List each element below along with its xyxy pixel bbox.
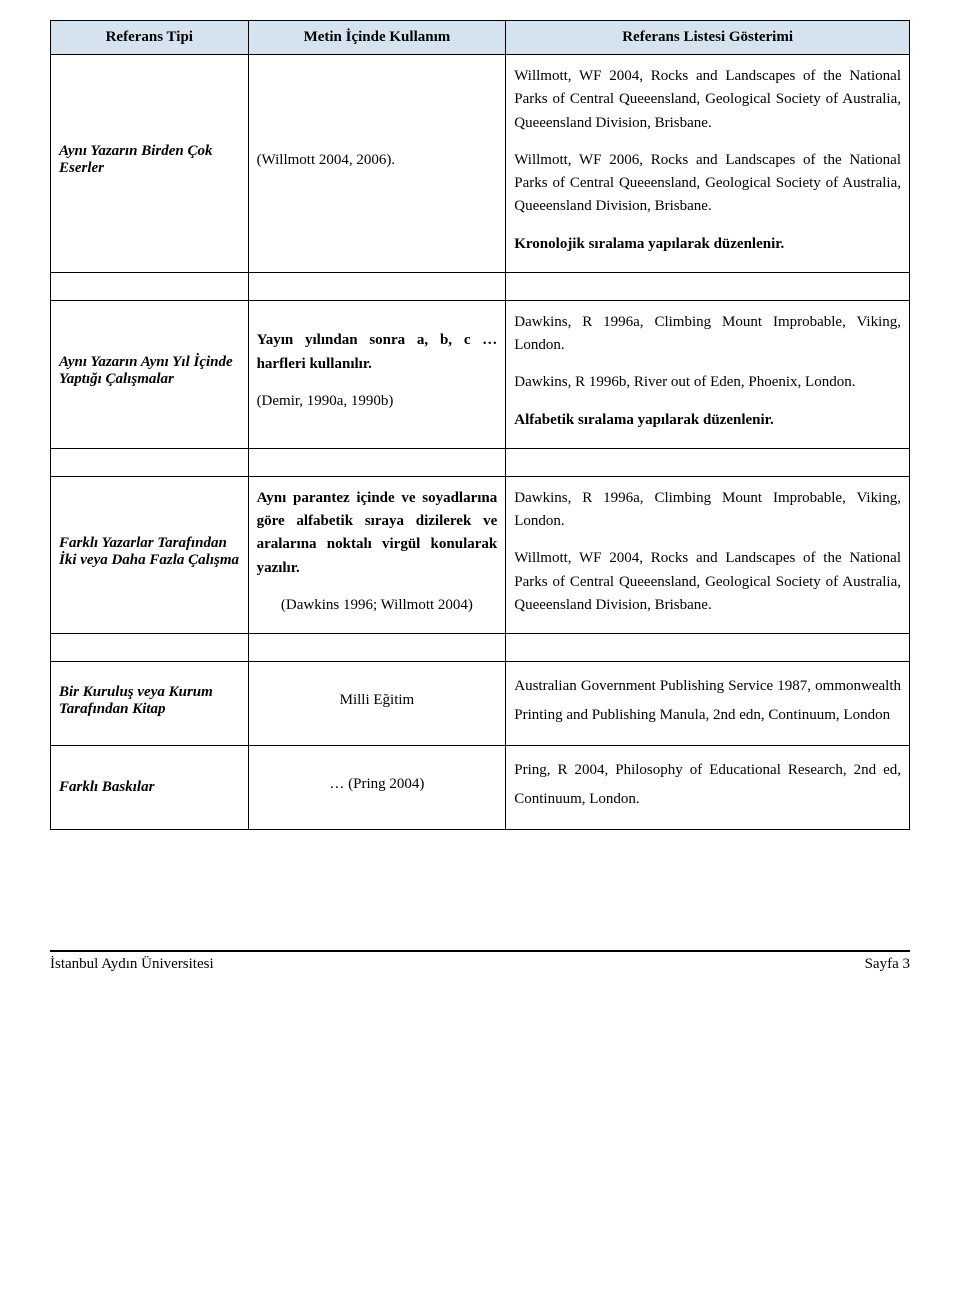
intext-usage: (Dawkins 1996; Willmott 2004) xyxy=(257,594,498,617)
reflist-text: Dawkins, R 1996b, River out of Eden, Pho… xyxy=(514,371,901,394)
table-row: Bir Kuruluş veya Kurum Tarafından Kitap … xyxy=(51,662,910,746)
table-row: Farklı Baskılar … (Pring 2004) Pring, R … xyxy=(51,746,910,830)
footer-right: Sayfa 3 xyxy=(865,956,910,973)
reflist-text: Dawkins, R 1996a, Climbing Mount Improba… xyxy=(514,311,901,358)
col-header-list: Referans Listesi Gösterimi xyxy=(506,21,910,55)
row-label: Bir Kuruluş veya Kurum Tarafından Kitap xyxy=(59,684,213,717)
intext-usage: Yayın yılından sonra a, b, c … harfleri … xyxy=(257,329,498,376)
spacer-row xyxy=(51,448,910,476)
reference-table: Referans Tipi Metin İçinde Kullanım Refe… xyxy=(50,20,910,830)
table-row: Farklı Yazarlar Tarafından İki veya Daha… xyxy=(51,476,910,633)
reflist-text: Willmott, WF 2004, Rocks and Landscapes … xyxy=(514,65,901,135)
table-row: Aynı Yazarın Aynı Yıl İçinde Yaptığı Çal… xyxy=(51,300,910,448)
reflist-text: Australian Government Publishing Service… xyxy=(514,678,901,723)
reflist-text: Willmott, WF 2004, Rocks and Landscapes … xyxy=(514,547,901,617)
intext-usage: Aynı parantez içinde ve soyadlarına göre… xyxy=(257,487,498,580)
footer-left: İstanbul Aydın Üniversitesi xyxy=(50,956,214,973)
row-label: Aynı Yazarın Aynı Yıl İçinde Yaptığı Çal… xyxy=(59,354,233,387)
reflist-text: Dawkins, R 1996a, Climbing Mount Improba… xyxy=(514,487,901,534)
intext-usage: (Willmott 2004, 2006). xyxy=(257,152,396,168)
reflist-text: Pring, R 2004, Philosophy of Educational… xyxy=(514,762,901,807)
row-label: Farklı Yazarlar Tarafından İki veya Daha… xyxy=(59,535,239,568)
intext-usage: Milli Eğitim xyxy=(340,692,415,708)
page-footer: İstanbul Aydın Üniversitesi Sayfa 3 xyxy=(50,950,910,973)
reflist-note: Alfabetik sıralama yapılarak düzenlenir. xyxy=(514,409,901,432)
row-label: Aynı Yazarın Birden Çok Eserler xyxy=(59,143,213,176)
reflist-text: Willmott, WF 2006, Rocks and Landscapes … xyxy=(514,149,901,219)
spacer-row xyxy=(51,272,910,300)
reflist-note: Kronolojik sıralama yapılarak düzenlenir… xyxy=(514,233,901,256)
table-row: Aynı Yazarın Birden Çok Eserler (Willmot… xyxy=(51,55,910,273)
col-header-intext: Metin İçinde Kullanım xyxy=(248,21,506,55)
row-label: Farklı Baskılar xyxy=(59,779,154,795)
spacer-row xyxy=(51,634,910,662)
intext-usage: … (Pring 2004) xyxy=(329,776,424,792)
col-header-type: Referans Tipi xyxy=(51,21,249,55)
table-header-row: Referans Tipi Metin İçinde Kullanım Refe… xyxy=(51,21,910,55)
intext-usage: (Demir, 1990a, 1990b) xyxy=(257,390,498,413)
